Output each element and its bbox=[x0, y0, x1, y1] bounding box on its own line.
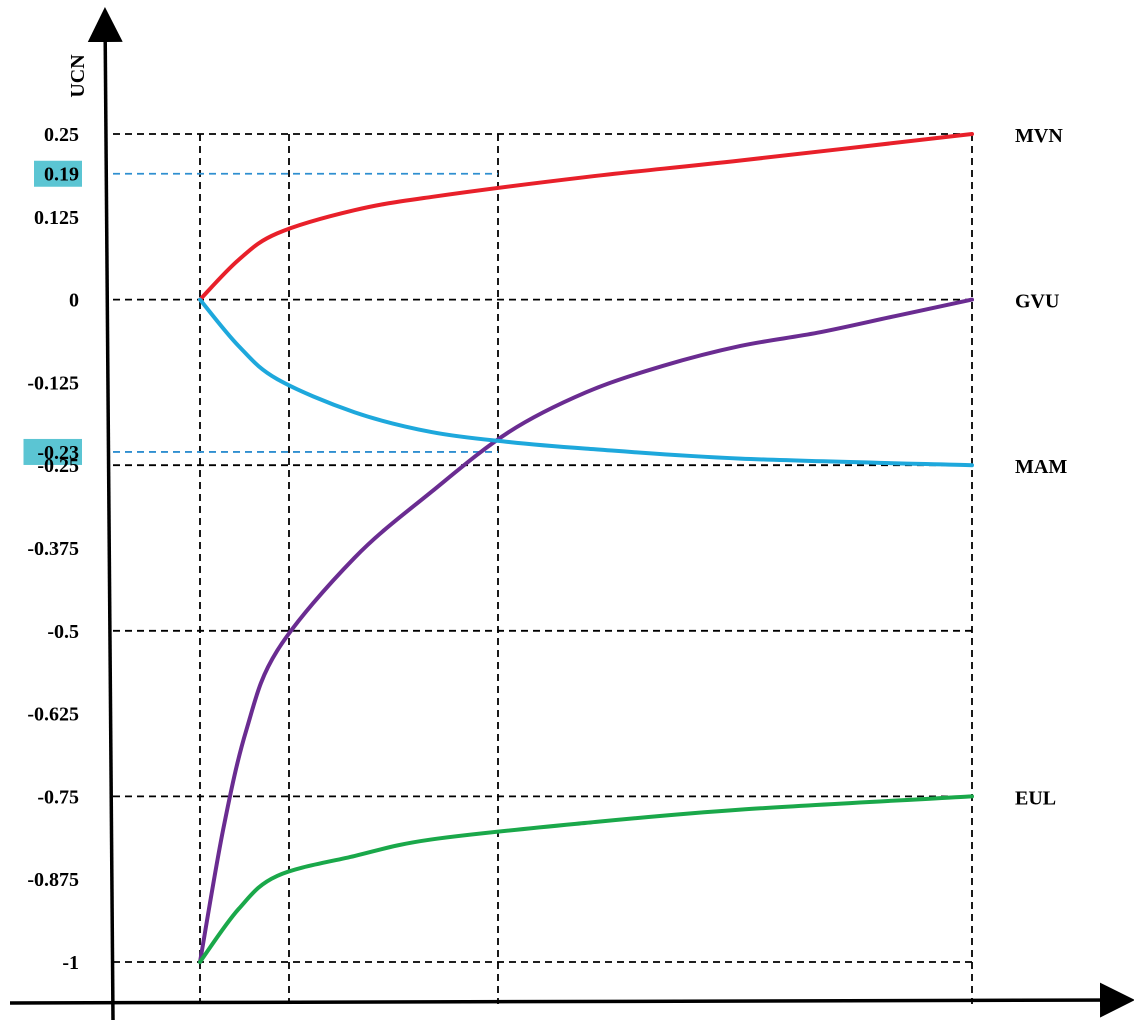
y-tick-label: -0.25 bbox=[37, 455, 79, 477]
y-tick-label: 0.125 bbox=[34, 207, 79, 229]
series-label-eul: EUL bbox=[1015, 787, 1056, 809]
y-tick-label: -0.375 bbox=[27, 538, 79, 560]
highlight-lines bbox=[113, 172, 498, 453]
y-tick-label: -0.125 bbox=[27, 372, 79, 394]
y-axis-label: UCN bbox=[67, 54, 89, 98]
y-tick-label: -0.875 bbox=[27, 869, 79, 891]
series-label-mvn: MVN bbox=[1015, 125, 1063, 147]
grid bbox=[113, 133, 973, 1004]
series-label-gvu: GVU bbox=[1015, 291, 1059, 313]
series-label-mam: MAM bbox=[1015, 456, 1067, 478]
series-line-mam bbox=[198, 297, 974, 468]
y-tick-label: -0.75 bbox=[37, 786, 79, 808]
y-tick-label: -0.23 bbox=[37, 442, 79, 464]
series-line-gvu bbox=[198, 297, 974, 964]
series-labels: MVN GVU MAM EUL bbox=[1015, 125, 1067, 809]
tick-highlight bbox=[34, 160, 82, 187]
y-tick-labels: 0.25 0.19 0.125 0 -0.125 -0.23-0.25 -0.375 -0.5… bbox=[23, 124, 82, 974]
tick-highlight bbox=[23, 438, 82, 465]
axes bbox=[9, 7, 1134, 1021]
y-tick-label: -0.5 bbox=[47, 621, 79, 643]
series-line-mvn bbox=[198, 132, 974, 302]
y-axis bbox=[87, 7, 123, 1021]
y-tick-label: -1 bbox=[62, 952, 79, 974]
y-tick-label: 0 bbox=[69, 290, 79, 312]
series-group bbox=[198, 132, 974, 964]
series-line-eul bbox=[198, 794, 974, 964]
x-axis bbox=[9, 982, 1134, 1018]
y-tick-label: -0.625 bbox=[27, 704, 79, 726]
y-tick-label: 0.19 bbox=[44, 164, 79, 186]
y-tick-label: 0.25 bbox=[44, 124, 79, 146]
